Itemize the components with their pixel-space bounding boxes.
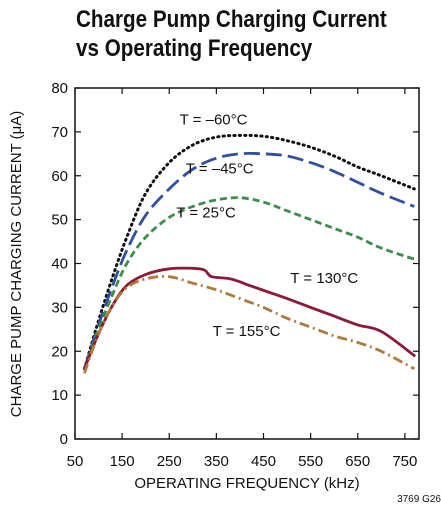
x-tick-label: 450 [251,453,276,470]
y-tick-label: 20 [51,343,68,360]
series-line-0 [82,133,416,371]
y-tick-label: 70 [51,124,68,141]
series-label-1: T = –45°C [186,161,254,178]
tick-marks [74,87,419,440]
y-tick-label: 10 [51,387,68,404]
series-line-2 [83,196,415,370]
series-line-3 [83,266,416,371]
x-tick-label: 650 [345,453,370,470]
series-label-3: T = 130°C [290,270,358,287]
y-tick-label: 80 [51,80,68,97]
x-tick-label: 150 [110,453,135,470]
series-label-2: T = 25°C [176,204,236,221]
series-line-1 [83,151,415,370]
series-label-4: T = 155°C [213,323,281,340]
chart-title: Charge Pump Charging Current vs Operatin… [76,5,387,63]
y-axis-label: CHARGE PUMP CHARGING CURRENT (μA) [8,111,25,417]
x-tick-label: 350 [204,453,229,470]
figure-id: 3769 G26 [397,494,441,505]
chart-title-line1: Charge Pump Charging Current [76,6,387,33]
y-tick-label: 40 [51,256,68,273]
series-label-0: T = –60°C [180,111,248,128]
x-axis-label: OPERATING FREQUENCY (kHz) [134,475,359,492]
x-tick-label: 750 [392,453,417,470]
tick-labels: 50 150 250 350 450 550 650 750 0 10 20 30 40 50 60 70 80 [51,80,417,470]
x-tick-label: 250 [157,453,182,470]
x-tick-label: 550 [298,453,323,470]
y-tick-label: 30 [51,299,68,316]
y-tick-label: 0 [60,431,68,448]
series-lines [82,133,416,374]
series-labels: T = –60°C T = –45°C T = 25°C T = 130°C T = 1… [176,111,358,339]
chart-title-line2: vs Operating Frequency [76,35,313,62]
y-tick-label: 50 [51,212,68,229]
y-tick-label: 60 [51,168,68,185]
x-tick-label: 50 [67,453,84,470]
series-line-4 [83,275,415,374]
